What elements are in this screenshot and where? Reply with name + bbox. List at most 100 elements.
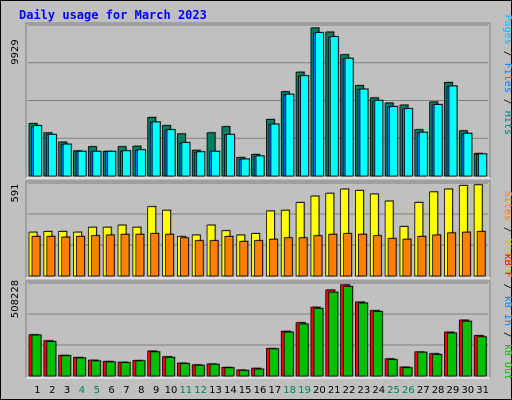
bar-sites	[46, 236, 56, 277]
bar-kbin	[239, 370, 250, 377]
x-tick-label: 30	[461, 385, 474, 396]
bar-hits	[404, 108, 413, 177]
bar-hits	[374, 100, 384, 177]
legend-sites: Sites	[502, 191, 512, 221]
bar-kbin	[165, 357, 175, 377]
bar-hits	[433, 104, 443, 177]
bar-kbin	[224, 367, 235, 377]
svg-text:Pages / Files / Hits: Pages / Files / Hits	[502, 15, 512, 135]
bar-hits	[285, 93, 295, 177]
bar-sites	[31, 236, 41, 277]
bar-kbin	[447, 332, 457, 377]
x-tick-label: 14	[224, 385, 237, 396]
x-tick-label: 31	[476, 385, 489, 396]
bar-hits	[62, 143, 72, 177]
legend-bot: kB F / kB In / kB Out	[502, 254, 512, 380]
bar-kbin	[313, 307, 324, 377]
x-tick-label: 19	[298, 385, 311, 396]
x-tick-label: 6	[108, 385, 114, 396]
y-max-label-bot: 508228	[10, 280, 21, 318]
x-tick-label: 2	[49, 385, 55, 396]
bar-sites	[135, 233, 145, 277]
x-tick-label: 3	[64, 385, 70, 396]
svg-text:kB F / kB In / kB Out: kB F / kB In / kB Out	[502, 254, 512, 380]
x-tick-label: 11	[179, 385, 192, 396]
bar-kbin	[120, 362, 131, 377]
bar-sites	[194, 240, 204, 277]
bar-sites	[461, 231, 471, 277]
bar-sites	[209, 240, 219, 277]
bar-kbin	[328, 291, 339, 377]
bar-sites	[179, 237, 189, 277]
bar-sites	[298, 237, 308, 277]
bar-kbin	[46, 341, 57, 377]
x-tick-label: 27	[417, 385, 430, 396]
x-tick-label: 20	[313, 385, 326, 396]
legend-hits: Hits	[502, 111, 512, 135]
bar-hits	[47, 133, 57, 177]
svg-text:Sites / Visits: Sites / Visits	[502, 191, 512, 275]
bar-sites	[402, 238, 412, 277]
x-tick-label: 17	[268, 385, 281, 396]
bar-sites	[239, 240, 249, 277]
x-tick-label: 5	[94, 385, 100, 396]
chart-title: Daily usage for March 2023	[19, 8, 207, 22]
x-tick-label: 23	[358, 385, 371, 396]
bar-hits	[359, 88, 369, 177]
x-tick-label: 1	[34, 385, 40, 396]
x-tick-label: 22	[343, 385, 356, 396]
bar-hits	[344, 57, 354, 177]
bar-sites	[254, 240, 263, 277]
x-tick-label: 8	[138, 385, 144, 396]
bar-kbin	[179, 363, 190, 377]
bar-hits	[389, 106, 399, 177]
bar-sites	[90, 235, 100, 277]
bar-sites	[76, 236, 85, 277]
x-tick-label: 26	[402, 385, 415, 396]
bar-sites	[313, 235, 323, 277]
bar-sites	[105, 234, 115, 277]
x-tick-label: 12	[194, 385, 207, 396]
bar-kbin	[209, 363, 220, 377]
bar-kbin	[61, 355, 72, 377]
bar-kbin	[387, 359, 398, 377]
legend-kbin: kB In	[502, 296, 512, 326]
bar-hits	[166, 129, 176, 177]
bar-hits	[151, 121, 161, 177]
bar-kbin	[476, 336, 487, 377]
bar-kbin	[461, 320, 472, 377]
bar-hits	[240, 158, 250, 177]
bar-kbin	[432, 354, 443, 377]
bar-sites	[120, 233, 130, 277]
bar-sites	[283, 237, 293, 277]
bar-hits	[107, 150, 117, 177]
bar-kbin	[105, 361, 116, 377]
bar-hits	[122, 150, 131, 177]
bar-sites	[343, 233, 353, 277]
x-tick-label: 4	[79, 385, 85, 396]
bar-sites	[165, 233, 174, 277]
bar-kbin	[31, 334, 42, 377]
bar-hits	[448, 85, 458, 177]
bar-kbin	[343, 286, 354, 377]
bar-kbin	[150, 351, 161, 377]
bar-kbin	[417, 351, 428, 377]
bar-sites	[224, 236, 234, 277]
bar-hits	[211, 150, 220, 177]
legend-visits: Visits	[502, 239, 512, 275]
x-tick-label: 15	[239, 385, 252, 396]
bar-hits	[181, 142, 191, 177]
panel-kb	[25, 280, 491, 379]
bar-sites	[358, 233, 367, 277]
legend-kbf: kB F	[502, 254, 512, 278]
x-tick-label: 7	[123, 385, 129, 396]
legend-mid: Sites / Visits	[502, 191, 512, 275]
legend-pages: Pages	[502, 15, 512, 45]
bar-sites	[432, 234, 442, 277]
bar-kbin	[254, 368, 264, 377]
bar-hits	[418, 131, 428, 177]
bar-sites	[61, 236, 71, 277]
bar-kbin	[194, 364, 205, 377]
bar-sites	[387, 238, 397, 277]
